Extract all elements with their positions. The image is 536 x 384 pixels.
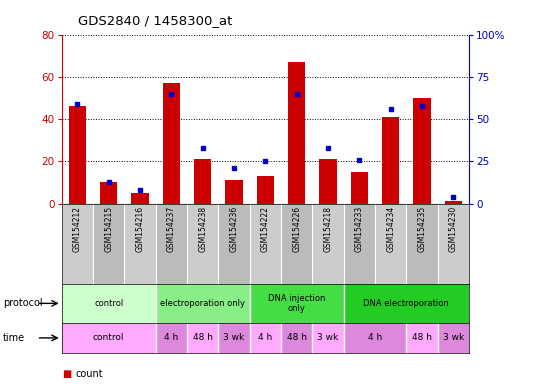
Text: GSM154218: GSM154218: [324, 206, 332, 252]
Bar: [93, 204, 124, 284]
Text: GSM154237: GSM154237: [167, 206, 176, 252]
Text: GSM154215: GSM154215: [104, 206, 113, 252]
Text: count: count: [75, 369, 103, 379]
Text: GSM154212: GSM154212: [73, 206, 82, 252]
Bar: [62, 323, 155, 353]
Text: control: control: [93, 333, 124, 343]
Text: GSM154234: GSM154234: [386, 206, 395, 252]
Text: DNA injection
only: DNA injection only: [268, 294, 325, 313]
Text: GSM154222: GSM154222: [261, 206, 270, 252]
Bar: [351, 172, 368, 204]
Text: protocol: protocol: [3, 298, 42, 308]
Bar: [375, 204, 406, 284]
Bar: [344, 284, 469, 323]
Text: 3 wk: 3 wk: [443, 333, 464, 343]
Text: 48 h: 48 h: [412, 333, 432, 343]
Bar: [438, 323, 469, 353]
Text: 4 h: 4 h: [368, 333, 382, 343]
Bar: [319, 159, 337, 204]
Bar: [382, 117, 399, 204]
Bar: [218, 204, 250, 284]
Text: 4 h: 4 h: [258, 333, 272, 343]
Text: 48 h: 48 h: [287, 333, 307, 343]
Bar: [124, 204, 155, 284]
Bar: [155, 323, 187, 353]
Bar: [218, 323, 250, 353]
Bar: [344, 204, 375, 284]
Bar: [312, 323, 344, 353]
Bar: [406, 204, 438, 284]
Text: control: control: [94, 299, 123, 308]
Bar: [187, 323, 218, 353]
Bar: [257, 176, 274, 204]
Bar: [281, 323, 312, 353]
Bar: [288, 62, 306, 204]
Bar: [62, 284, 155, 323]
Text: GSM154235: GSM154235: [418, 206, 427, 252]
Bar: [413, 98, 430, 204]
Bar: [163, 83, 180, 204]
Bar: [406, 323, 438, 353]
Text: 3 wk: 3 wk: [317, 333, 339, 343]
Bar: [155, 204, 187, 284]
Text: ■: ■: [62, 369, 71, 379]
Text: GDS2840 / 1458300_at: GDS2840 / 1458300_at: [78, 14, 232, 27]
Bar: [62, 204, 93, 284]
Text: GSM154230: GSM154230: [449, 206, 458, 252]
Bar: [438, 204, 469, 284]
Bar: [225, 180, 243, 204]
Text: GSM154226: GSM154226: [292, 206, 301, 252]
Bar: [344, 323, 406, 353]
Text: GSM154216: GSM154216: [136, 206, 145, 252]
Bar: [250, 284, 344, 323]
Bar: [445, 201, 462, 204]
Text: GSM154238: GSM154238: [198, 206, 207, 252]
Text: electroporation only: electroporation only: [160, 299, 245, 308]
Bar: [155, 284, 250, 323]
Bar: [250, 204, 281, 284]
Text: 4 h: 4 h: [164, 333, 178, 343]
Bar: [312, 204, 344, 284]
Text: 3 wk: 3 wk: [224, 333, 244, 343]
Bar: [281, 204, 312, 284]
Text: GSM154233: GSM154233: [355, 206, 364, 252]
Bar: [194, 159, 211, 204]
Text: time: time: [3, 333, 25, 343]
Bar: [187, 204, 218, 284]
Bar: [250, 323, 281, 353]
Text: GSM154236: GSM154236: [229, 206, 239, 252]
Text: 48 h: 48 h: [192, 333, 213, 343]
Bar: [69, 106, 86, 204]
Text: DNA electroporation: DNA electroporation: [363, 299, 449, 308]
Bar: [131, 193, 148, 204]
Bar: [100, 182, 117, 204]
